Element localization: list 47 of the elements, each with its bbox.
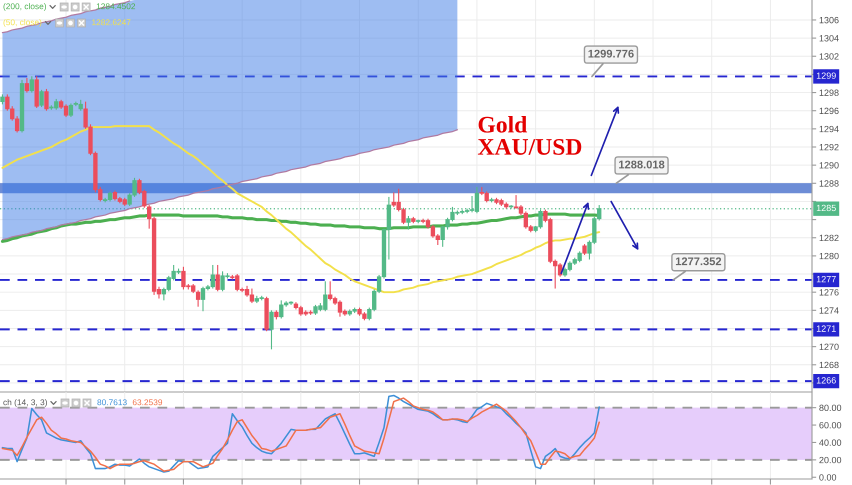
annotation: 1271 bbox=[816, 325, 836, 332]
y-tick-label: 1270 bbox=[820, 344, 839, 350]
candlestick bbox=[44, 88, 49, 112]
y-tick-label: 1274 bbox=[820, 307, 839, 314]
text: Gold XAU/USD bbox=[478, 116, 582, 155]
annotation: 80.7613 bbox=[97, 399, 127, 406]
annotation: 1282.6247 bbox=[92, 19, 130, 26]
text: (50, close) bbox=[4, 19, 42, 27]
text: (200, close) bbox=[4, 3, 46, 11]
y-tick-label: 1268 bbox=[820, 362, 839, 368]
annotation: 63.2539 bbox=[132, 399, 162, 406]
y-tick-label: 1296 bbox=[820, 108, 839, 114]
annotation: 1285 bbox=[816, 204, 836, 212]
y-tick-label: 60.00 bbox=[819, 422, 842, 428]
y-tick-label: 80.00 bbox=[819, 404, 842, 412]
y-tick-label: 1280 bbox=[820, 252, 839, 260]
ref-line-label: 1299.776 bbox=[588, 50, 634, 58]
candlestick bbox=[0, 94, 5, 105]
y-tick-label: 1306 bbox=[820, 16, 839, 24]
y-tick-label: 40.00 bbox=[819, 439, 842, 446]
y-tick-label: 1282 bbox=[820, 234, 839, 242]
text: ch (14, 3, 3) bbox=[3, 399, 47, 407]
annotation: 1299 bbox=[816, 72, 836, 79]
candlestick bbox=[215, 264, 220, 292]
line-series bbox=[2, 129, 458, 240]
candlestick bbox=[39, 89, 44, 108]
y-tick-label: 20.00 bbox=[819, 456, 842, 464]
y-tick-label: 1276 bbox=[820, 289, 839, 296]
y-tick-label: 1290 bbox=[820, 162, 839, 169]
candlestick bbox=[269, 310, 274, 350]
y-tick-label: 1294 bbox=[820, 126, 839, 132]
y-tick-label: 1298 bbox=[820, 90, 839, 96]
band-label: 1288.018 bbox=[619, 160, 664, 168]
candlestick bbox=[274, 310, 279, 320]
y-tick-label: 1304 bbox=[820, 35, 839, 42]
candlestick bbox=[30, 76, 34, 94]
candlestick bbox=[582, 244, 587, 256]
candlestick bbox=[68, 102, 74, 118]
ref-line-label: 1277.352 bbox=[676, 257, 722, 266]
y-tick-label: 1302 bbox=[820, 53, 839, 60]
candlestick bbox=[196, 290, 200, 308]
annotation: 1266 bbox=[816, 377, 836, 384]
y-tick-label: 1292 bbox=[820, 144, 839, 150]
annotation: 1277 bbox=[816, 276, 836, 282]
y-tick-label: 0.00 bbox=[819, 474, 836, 481]
y-tick-label: 1288 bbox=[820, 180, 839, 187]
candlestick bbox=[24, 77, 30, 94]
